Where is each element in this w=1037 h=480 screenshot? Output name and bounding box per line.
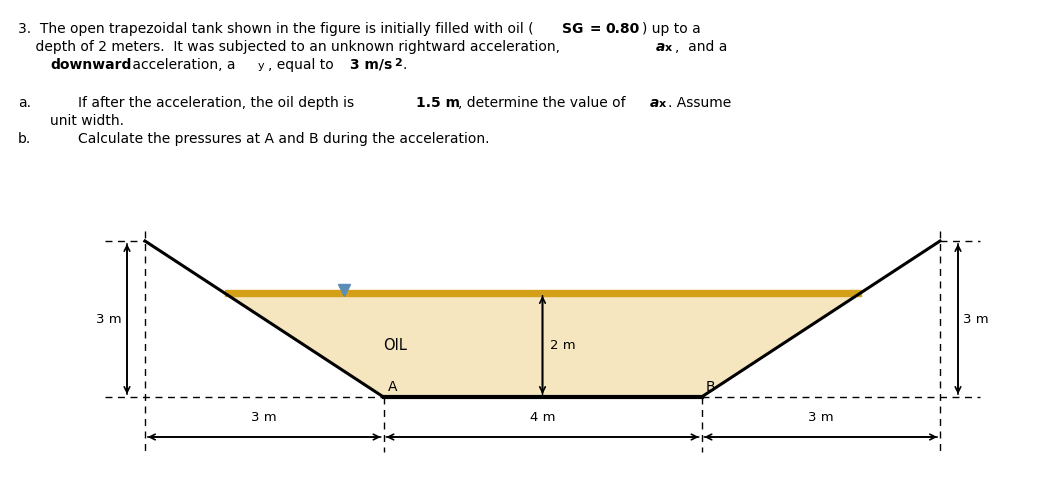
Text: OIL: OIL: [384, 338, 408, 353]
Text: 2 m: 2 m: [551, 339, 577, 352]
Text: Calculate the pressures at A and B during the acceleration.: Calculate the pressures at A and B durin…: [78, 132, 489, 146]
Text: a.: a.: [18, 96, 31, 110]
Text: , equal to: , equal to: [268, 58, 338, 72]
Text: depth of 2 meters.  It was subjected to an unknown rightward acceleration,: depth of 2 meters. It was subjected to a…: [18, 40, 568, 54]
Text: 3 m: 3 m: [251, 410, 277, 423]
Polygon shape: [224, 293, 861, 397]
Text: , determine the value of: , determine the value of: [458, 96, 630, 110]
Text: downward: downward: [50, 58, 132, 72]
Text: B: B: [705, 379, 716, 393]
Text: SG: SG: [562, 22, 584, 36]
Text: 3 m: 3 m: [963, 313, 988, 326]
Text: unit width.: unit width.: [50, 114, 124, 128]
Text: =: =: [585, 22, 607, 36]
Text: y: y: [258, 61, 264, 71]
Text: 3 m: 3 m: [808, 410, 834, 423]
Text: .: .: [403, 58, 408, 72]
Text: 3 m: 3 m: [96, 313, 122, 326]
Text: 3 m/s: 3 m/s: [351, 58, 392, 72]
Text: . Assume: . Assume: [668, 96, 731, 110]
Text: ) up to a: ) up to a: [642, 22, 701, 36]
Text: 2: 2: [394, 58, 401, 68]
Text: A: A: [388, 379, 397, 393]
Text: b.: b.: [18, 132, 31, 146]
Text: x: x: [658, 99, 666, 109]
Text: 3.  The open trapezoidal tank shown in the figure is initially filled with oil (: 3. The open trapezoidal tank shown in th…: [18, 22, 534, 36]
Text: 0.80: 0.80: [605, 22, 639, 36]
Text: a: a: [650, 96, 660, 110]
Text: a: a: [656, 40, 666, 54]
Text: ,  and a: , and a: [675, 40, 727, 54]
Text: x: x: [665, 43, 672, 53]
Text: 1.5 m: 1.5 m: [416, 96, 460, 110]
Text: 4 m: 4 m: [530, 410, 555, 423]
Text: If after the acceleration, the oil depth is: If after the acceleration, the oil depth…: [78, 96, 359, 110]
Text: acceleration, a: acceleration, a: [128, 58, 235, 72]
